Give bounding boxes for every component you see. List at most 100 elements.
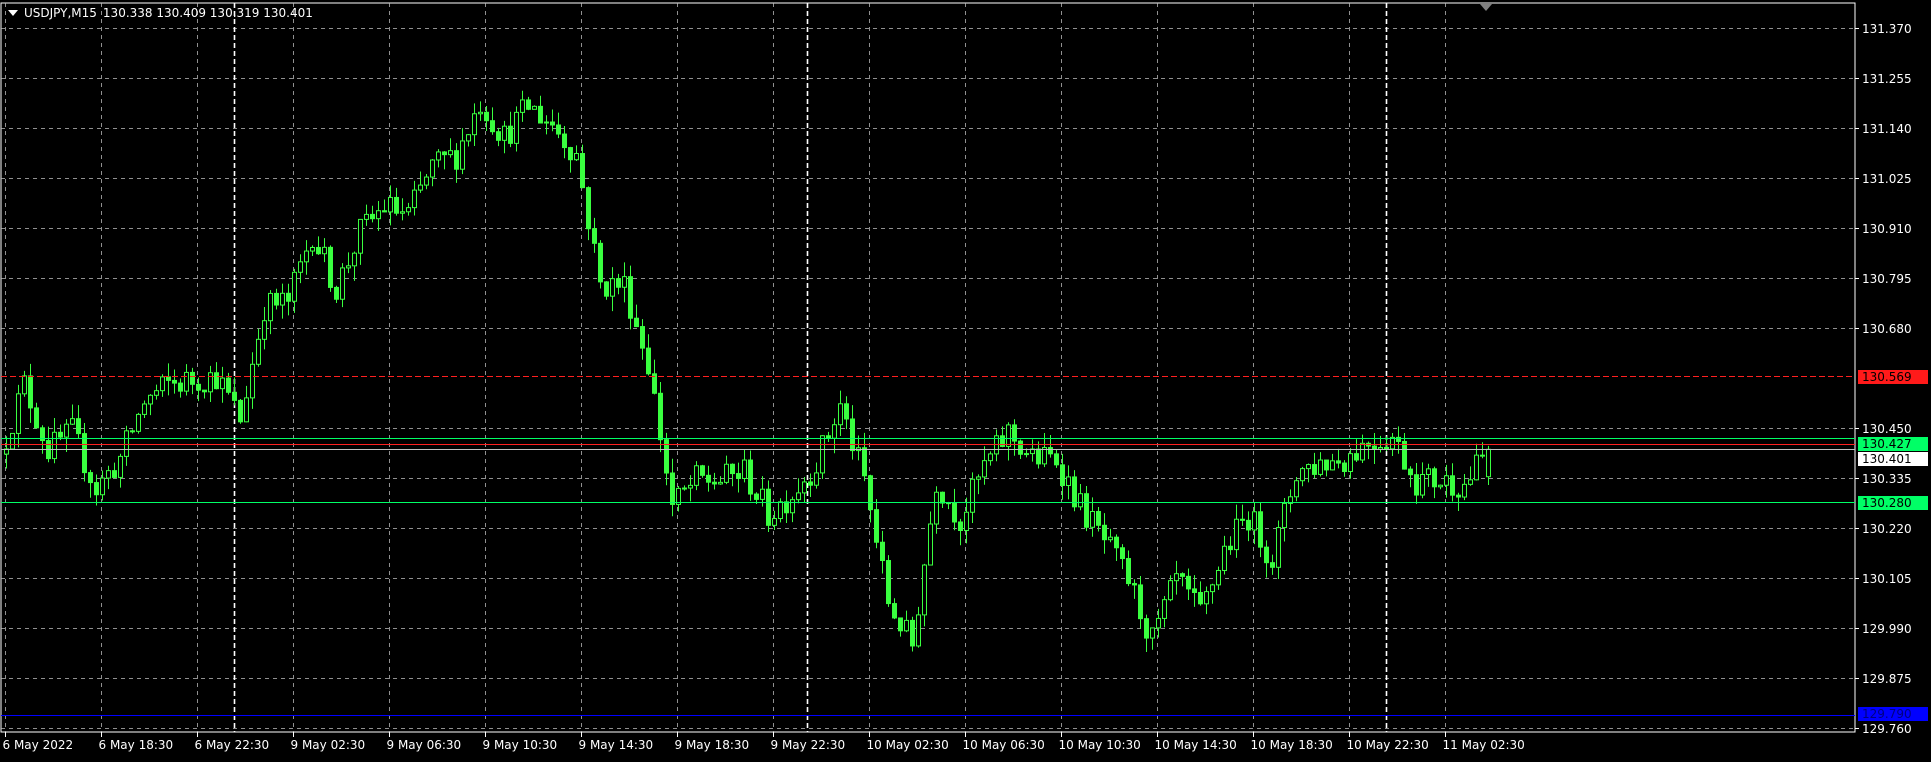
price-tick-label: 130.105 bbox=[1862, 571, 1912, 586]
candle-bullish bbox=[544, 121, 549, 124]
candle-bullish bbox=[514, 111, 519, 144]
price-tag: 130.401 bbox=[1858, 451, 1928, 466]
candle-bullish bbox=[388, 196, 393, 213]
candle-bullish bbox=[1348, 453, 1353, 472]
candle-bullish bbox=[400, 211, 405, 214]
candle-bullish bbox=[22, 375, 27, 395]
candle-bullish bbox=[1474, 454, 1479, 481]
candle-bearish bbox=[1072, 476, 1077, 508]
time-tick-label: 6 May 22:30 bbox=[194, 738, 270, 752]
candle-bearish bbox=[1342, 462, 1347, 472]
candle-bearish bbox=[508, 125, 513, 144]
candle-bearish bbox=[1102, 524, 1107, 541]
candle-bearish bbox=[1228, 545, 1233, 551]
candle-bullish bbox=[136, 413, 141, 432]
chart-frame bbox=[0, 2, 1856, 733]
candle-bearish bbox=[586, 187, 591, 230]
candle-bearish bbox=[886, 560, 891, 605]
time-tick-label: 6 May 2022 bbox=[2, 738, 74, 752]
candle-bearish bbox=[700, 465, 705, 476]
candle-bullish bbox=[304, 250, 309, 263]
time-tick-label: 10 May 06:30 bbox=[962, 738, 1045, 752]
candle-bullish bbox=[1300, 468, 1305, 482]
price-tick-label: 129.875 bbox=[1862, 671, 1912, 686]
candle-bullish bbox=[118, 455, 123, 478]
candle-bearish bbox=[562, 133, 567, 149]
candle-bullish bbox=[1294, 480, 1299, 498]
candle-bullish bbox=[622, 276, 627, 288]
candle-bearish bbox=[556, 124, 561, 135]
price-tag: 130.569 bbox=[1858, 369, 1928, 384]
candle-bearish bbox=[784, 501, 789, 514]
candle-bearish bbox=[1198, 592, 1203, 605]
candle-bullish bbox=[376, 210, 381, 220]
candle-bearish bbox=[1018, 440, 1023, 455]
candle-bullish bbox=[220, 377, 225, 390]
candle-bearish bbox=[526, 99, 531, 110]
candle-bearish bbox=[940, 491, 945, 504]
candle-bullish bbox=[1234, 518, 1239, 551]
candle-bearish bbox=[490, 120, 495, 133]
candle-bullish bbox=[688, 484, 693, 489]
candle-bearish bbox=[1336, 460, 1341, 464]
candle-bearish bbox=[604, 281, 609, 297]
candle-bearish bbox=[382, 210, 387, 213]
candle-bullish bbox=[448, 150, 453, 156]
candle-bullish bbox=[904, 619, 909, 632]
candle-bullish bbox=[208, 372, 213, 393]
candle-bullish bbox=[1156, 617, 1161, 629]
price-tick-label: 131.370 bbox=[1862, 21, 1912, 36]
collapse-triangle-icon[interactable] bbox=[8, 10, 18, 16]
candle-bearish bbox=[892, 603, 897, 619]
candle-bearish bbox=[28, 375, 33, 409]
candle-bullish bbox=[778, 501, 783, 520]
time-tick-label: 10 May 18:30 bbox=[1250, 738, 1333, 752]
price-tag: 129.790 bbox=[1858, 706, 1928, 721]
candle-bearish bbox=[664, 439, 669, 474]
candle-bullish bbox=[412, 189, 417, 209]
candle-bullish bbox=[358, 218, 363, 254]
candle-bullish bbox=[472, 113, 477, 136]
candle-bearish bbox=[94, 482, 99, 496]
candle-bullish bbox=[1024, 453, 1029, 456]
candle-bullish bbox=[1288, 496, 1293, 504]
candle-bearish bbox=[1432, 468, 1437, 488]
candle-bullish bbox=[346, 265, 351, 269]
candle-bullish bbox=[256, 338, 261, 365]
candle-bearish bbox=[1456, 494, 1461, 498]
candle-bullish bbox=[298, 261, 303, 273]
candle-bearish bbox=[826, 435, 831, 439]
candle-bearish bbox=[754, 493, 759, 500]
candle-bearish bbox=[442, 151, 447, 156]
candle-bearish bbox=[1324, 459, 1329, 471]
candle-bullish bbox=[1468, 479, 1473, 485]
candle-bullish bbox=[964, 511, 969, 532]
candle-bullish bbox=[1078, 493, 1083, 508]
candle-bearish bbox=[1096, 510, 1101, 526]
candle-bearish bbox=[1372, 445, 1377, 450]
candle-bearish bbox=[958, 521, 963, 532]
price-tick-label: 130.795 bbox=[1862, 271, 1912, 286]
candle-bullish bbox=[1042, 447, 1047, 465]
time-tick-label: 9 May 22:30 bbox=[770, 738, 846, 752]
candle-bullish bbox=[760, 488, 765, 500]
candle-bullish bbox=[1090, 510, 1095, 528]
candle-bullish bbox=[268, 292, 273, 322]
candle-bullish bbox=[1006, 424, 1011, 447]
candle-bullish bbox=[1330, 460, 1335, 471]
candle-bullish bbox=[292, 271, 297, 302]
candle-bearish bbox=[898, 617, 903, 632]
candle-bullish bbox=[418, 184, 423, 191]
candle-bearish bbox=[952, 502, 957, 523]
time-tick-label: 9 May 14:30 bbox=[578, 738, 654, 752]
candle-bearish bbox=[232, 391, 237, 401]
candle-bullish bbox=[1438, 484, 1443, 488]
candle-bullish bbox=[1390, 436, 1395, 450]
candle-bullish bbox=[142, 403, 147, 415]
candle-bullish bbox=[928, 523, 933, 566]
candle-bullish bbox=[436, 151, 441, 161]
candle-bullish bbox=[70, 418, 75, 425]
candle-bearish bbox=[730, 463, 735, 475]
candle-bearish bbox=[1000, 435, 1005, 447]
